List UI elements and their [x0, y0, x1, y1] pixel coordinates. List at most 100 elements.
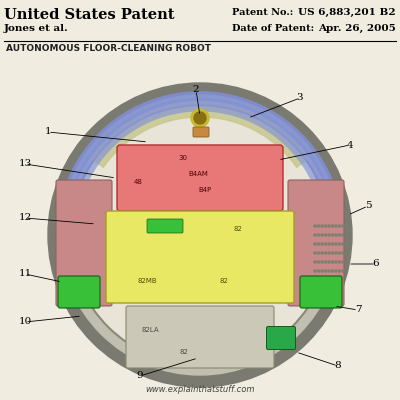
Circle shape [331, 270, 334, 272]
Text: 82: 82 [180, 349, 189, 355]
Circle shape [331, 225, 334, 227]
Text: 9: 9 [137, 372, 143, 380]
Circle shape [338, 243, 341, 245]
FancyBboxPatch shape [266, 326, 296, 350]
Polygon shape [87, 97, 313, 167]
Circle shape [314, 252, 316, 254]
Circle shape [324, 243, 327, 245]
Circle shape [314, 270, 316, 272]
Circle shape [342, 270, 344, 272]
Text: www.explainthatstuff.com: www.explainthatstuff.com [145, 385, 255, 394]
Circle shape [342, 252, 344, 254]
Circle shape [338, 234, 341, 236]
Circle shape [335, 225, 337, 227]
Circle shape [342, 261, 344, 263]
Circle shape [331, 243, 334, 245]
Text: Jones et al.: Jones et al. [4, 24, 69, 33]
Circle shape [324, 225, 327, 227]
Text: 4: 4 [347, 140, 353, 150]
Circle shape [328, 234, 330, 236]
FancyBboxPatch shape [117, 145, 283, 211]
Circle shape [318, 270, 320, 272]
Circle shape [335, 234, 337, 236]
Circle shape [314, 261, 316, 263]
Circle shape [321, 252, 323, 254]
Text: 82: 82 [233, 226, 242, 232]
Circle shape [321, 243, 323, 245]
Circle shape [335, 252, 337, 254]
Circle shape [321, 261, 323, 263]
Circle shape [314, 225, 316, 227]
Circle shape [60, 95, 340, 375]
Text: AUTONOMOUS FLOOR-CLEANING ROBOT: AUTONOMOUS FLOOR-CLEANING ROBOT [6, 44, 211, 53]
Circle shape [328, 243, 330, 245]
Circle shape [328, 261, 330, 263]
Text: 82LA: 82LA [142, 327, 160, 333]
Circle shape [324, 252, 327, 254]
FancyBboxPatch shape [58, 276, 100, 308]
Text: 1: 1 [45, 128, 51, 136]
Text: B4AM: B4AM [188, 171, 208, 177]
Text: United States Patent: United States Patent [4, 8, 174, 22]
Circle shape [314, 243, 316, 245]
Circle shape [338, 252, 341, 254]
Circle shape [48, 83, 352, 387]
FancyBboxPatch shape [106, 211, 294, 303]
Text: 10: 10 [18, 318, 32, 326]
FancyBboxPatch shape [193, 127, 209, 137]
Circle shape [191, 109, 209, 127]
Circle shape [318, 234, 320, 236]
Circle shape [324, 261, 327, 263]
FancyBboxPatch shape [56, 180, 112, 306]
Circle shape [338, 261, 341, 263]
Text: 3: 3 [297, 94, 303, 102]
Circle shape [331, 252, 334, 254]
Text: 12: 12 [18, 214, 32, 222]
Circle shape [194, 112, 206, 124]
Circle shape [342, 234, 344, 236]
FancyBboxPatch shape [126, 306, 274, 368]
Circle shape [335, 261, 337, 263]
Circle shape [331, 261, 334, 263]
FancyBboxPatch shape [147, 219, 183, 233]
Circle shape [321, 270, 323, 272]
Circle shape [318, 225, 320, 227]
Text: Patent No.:: Patent No.: [232, 8, 293, 17]
Text: Date of Patent:: Date of Patent: [232, 24, 314, 33]
Circle shape [342, 225, 344, 227]
FancyBboxPatch shape [288, 180, 344, 306]
Circle shape [321, 234, 323, 236]
Text: 82MB: 82MB [138, 278, 158, 284]
Circle shape [70, 105, 330, 365]
Text: 7: 7 [355, 306, 361, 314]
Text: 48: 48 [134, 179, 143, 185]
Circle shape [314, 234, 316, 236]
Text: 2: 2 [193, 86, 199, 94]
Circle shape [331, 234, 334, 236]
Circle shape [321, 225, 323, 227]
Circle shape [324, 234, 327, 236]
Circle shape [338, 270, 341, 272]
FancyBboxPatch shape [300, 276, 342, 308]
Circle shape [335, 243, 337, 245]
Text: 13: 13 [18, 160, 32, 168]
Text: 8: 8 [335, 362, 341, 370]
Circle shape [328, 252, 330, 254]
Text: B4P: B4P [198, 187, 211, 193]
Text: 6: 6 [373, 260, 379, 268]
Circle shape [318, 261, 320, 263]
Circle shape [328, 225, 330, 227]
Text: 11: 11 [18, 270, 32, 278]
Circle shape [318, 243, 320, 245]
Text: 5: 5 [365, 202, 371, 210]
Text: Apr. 26, 2005: Apr. 26, 2005 [318, 24, 396, 33]
Text: US 6,883,201 B2: US 6,883,201 B2 [298, 8, 396, 17]
Text: 82: 82 [220, 278, 229, 284]
Text: 30: 30 [178, 155, 187, 161]
Circle shape [338, 225, 341, 227]
Circle shape [318, 252, 320, 254]
Circle shape [324, 270, 327, 272]
Circle shape [328, 270, 330, 272]
Circle shape [335, 270, 337, 272]
Circle shape [342, 243, 344, 245]
